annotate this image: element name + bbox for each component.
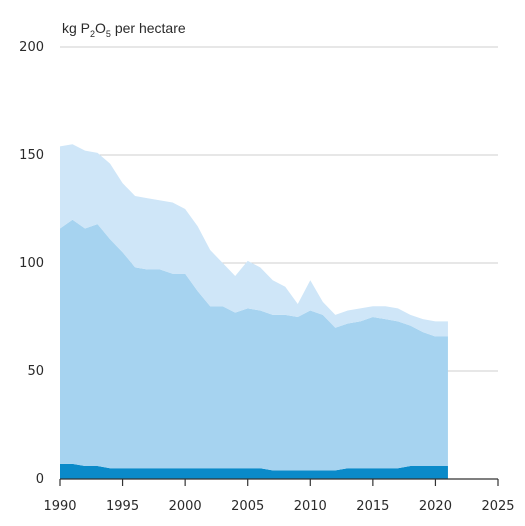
y-tick-label-200: 200 bbox=[19, 40, 44, 55]
x-tick-label-1995: 1995 bbox=[106, 499, 139, 514]
axis-layer: 0 50 100 150 200 1990 1995 2000 2005 2010 2015 2020… bbox=[19, 40, 514, 514]
y-unit-prefix: kg P bbox=[62, 20, 90, 36]
x-tick-label-2010: 2010 bbox=[294, 499, 327, 514]
area-series-2 bbox=[60, 219, 448, 471]
y-unit-sub2: 5 bbox=[106, 29, 111, 39]
y-unit-mid: O bbox=[95, 20, 106, 36]
y-unit-suffix: per hectare bbox=[111, 20, 186, 36]
y-tick-label-150: 150 bbox=[19, 148, 44, 163]
y-tick-label-50: 50 bbox=[27, 364, 44, 379]
x-tick-label-1990: 1990 bbox=[43, 499, 76, 514]
x-tick-label-2025: 2025 bbox=[481, 499, 514, 514]
x-tick-label-2015: 2015 bbox=[356, 499, 389, 514]
x-tick-label-2000: 2000 bbox=[169, 499, 202, 514]
x-tick-label-2005: 2005 bbox=[231, 499, 264, 514]
y-axis-unit-label: kg P2O5 per hectare bbox=[62, 20, 186, 39]
y-unit-sub1: 2 bbox=[90, 29, 95, 39]
x-tick-label-2020: 2020 bbox=[419, 499, 452, 514]
area-layer bbox=[60, 144, 448, 479]
y-tick-label-100: 100 bbox=[19, 256, 44, 271]
area-series-1 bbox=[60, 463, 448, 479]
y-tick-label-0: 0 bbox=[36, 472, 44, 487]
area-series-3 bbox=[60, 144, 448, 337]
